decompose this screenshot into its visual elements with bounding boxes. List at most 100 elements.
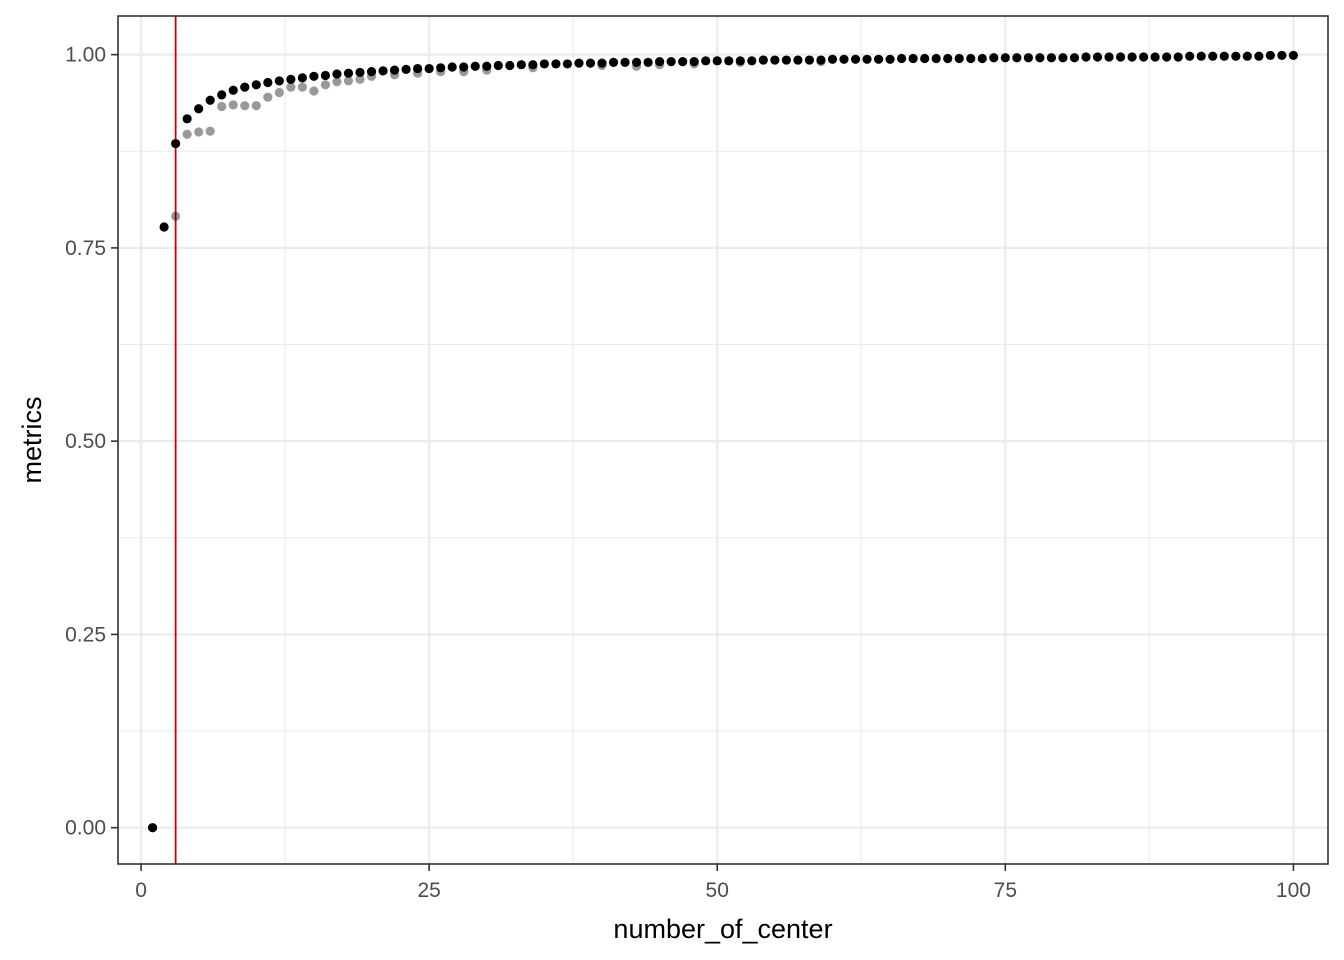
data-point: [355, 67, 365, 78]
data-point: [816, 55, 826, 65]
data-point: [989, 53, 999, 63]
x-tick-label: 50: [706, 879, 729, 902]
x-axis-title: number_of_center: [613, 914, 832, 944]
data-point: [159, 222, 169, 232]
data-point: [551, 59, 561, 69]
data-point: [1242, 51, 1252, 61]
data-point: [712, 56, 722, 66]
data-point: [1058, 53, 1068, 63]
data-point: [389, 70, 400, 80]
data-point: [631, 57, 642, 67]
data-point: [147, 823, 158, 833]
data-point: [943, 53, 953, 64]
data-point: [689, 57, 699, 67]
data-point: [1104, 52, 1114, 62]
data-point: [366, 67, 377, 77]
data-point: [816, 57, 826, 67]
data-point: [320, 70, 331, 81]
data-point: [436, 67, 446, 77]
data-point: [1173, 52, 1183, 62]
data-point: [505, 60, 515, 71]
data-point: [447, 62, 457, 72]
data-point: [1127, 52, 1137, 62]
data-point: [378, 66, 388, 76]
data-points: [147, 50, 1299, 833]
data-point: [228, 100, 238, 110]
data-point: [355, 74, 365, 84]
data-point: [1219, 51, 1229, 61]
data-point: [171, 211, 181, 221]
data-point: [424, 63, 434, 74]
data-point: [1081, 52, 1091, 62]
data-point: [862, 54, 872, 64]
data-point: [1185, 51, 1195, 61]
data-point: [1139, 52, 1149, 62]
data-point: [528, 63, 538, 73]
data-point: [1196, 51, 1206, 61]
data-point: [770, 55, 780, 65]
data-point: [781, 55, 791, 65]
data-point: [286, 82, 296, 92]
y-axis-title: metrics: [17, 397, 47, 484]
data-point: [873, 54, 884, 64]
data-point: [263, 77, 273, 88]
data-point: [436, 63, 446, 73]
data-point: [459, 67, 469, 77]
data-point: [620, 57, 630, 67]
data-point: [539, 59, 549, 69]
data-point: [701, 56, 711, 66]
data-point: [735, 56, 745, 66]
data-point: [1023, 53, 1033, 63]
data-point: [251, 101, 261, 111]
data-point: [1254, 51, 1264, 61]
panel-border: [117, 15, 1329, 865]
data-point: [182, 114, 192, 124]
data-point: [643, 57, 653, 67]
data-point: [897, 53, 907, 64]
axis-ticks: 0 25 50 75 100 0.00 0.25 0.50 0.75 1.00: [65, 44, 1311, 902]
data-point: [320, 80, 331, 90]
data-point: [263, 92, 273, 102]
data-point: [689, 59, 699, 69]
data-point: [954, 53, 964, 64]
data-point: [332, 69, 342, 79]
data-point: [205, 126, 215, 136]
data-point: [1069, 53, 1080, 63]
y-tick-label: 0.75: [65, 237, 106, 260]
data-point: [217, 101, 227, 112]
x-tick-label: 75: [994, 879, 1017, 902]
data-point: [194, 127, 204, 137]
data-point: [1288, 50, 1299, 61]
data-point: [1277, 50, 1287, 61]
data-point: [1092, 52, 1103, 62]
data-point: [205, 95, 215, 105]
data-point: [240, 82, 250, 92]
data-point: [251, 80, 261, 90]
data-point: [827, 54, 838, 64]
data-point: [931, 53, 941, 64]
data-point: [1208, 51, 1218, 61]
data-point: [1231, 51, 1241, 61]
data-point: [459, 62, 469, 72]
data-point: [182, 129, 192, 139]
data-point: [217, 90, 227, 100]
data-point: [228, 85, 238, 95]
data-point: [297, 82, 307, 92]
data-point: [401, 64, 411, 74]
data-point: [850, 54, 861, 64]
data-point: [482, 61, 492, 71]
data-point: [666, 57, 676, 67]
data-point: [724, 56, 734, 66]
data-point: [966, 53, 976, 64]
data-point: [793, 55, 803, 65]
data-point: [1000, 53, 1010, 63]
data-point: [309, 71, 319, 81]
data-point: [562, 59, 573, 69]
data-point: [839, 54, 849, 64]
x-tick-label: 25: [417, 879, 440, 902]
data-point: [516, 60, 526, 70]
y-tick-label: 1.00: [65, 44, 106, 67]
data-point: [1265, 50, 1275, 61]
data-point: [655, 60, 665, 70]
